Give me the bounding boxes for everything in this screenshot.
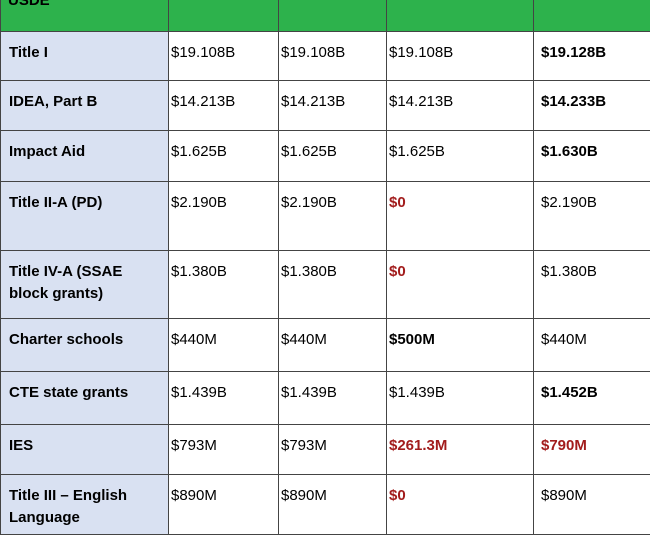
table-row: IES $793M $793M $261.3M $790M bbox=[1, 425, 650, 475]
value-cell: $500M bbox=[387, 319, 534, 372]
table-row: Impact Aid $1.625B $1.625B $1.625B $1.63… bbox=[1, 131, 650, 182]
value-cell: $14.213B bbox=[387, 81, 534, 131]
value-cell: $0 bbox=[387, 251, 534, 319]
value-cell: $19.108B bbox=[279, 32, 387, 81]
row-label: Charter schools bbox=[1, 319, 169, 372]
row-label: Impact Aid bbox=[1, 131, 169, 182]
value-cell: $0 bbox=[387, 182, 534, 251]
header-cell bbox=[169, 0, 279, 32]
value-cell: $2.190B bbox=[279, 182, 387, 251]
value-cell: $1.630B bbox=[534, 131, 650, 182]
value-cell: $2.190B bbox=[169, 182, 279, 251]
value-cell: $19.108B bbox=[169, 32, 279, 81]
value-cell: $1.380B bbox=[169, 251, 279, 319]
row-label: Title IV-A (SSAE block grants) bbox=[1, 251, 169, 319]
header-cell bbox=[387, 0, 534, 32]
value-cell: $14.213B bbox=[279, 81, 387, 131]
value-cell: $1.439B bbox=[169, 372, 279, 425]
value-cell: $1.625B bbox=[387, 131, 534, 182]
value-cell: $19.128B bbox=[534, 32, 650, 81]
value-cell: $1.452B bbox=[534, 372, 650, 425]
row-label: IDEA, Part B bbox=[1, 81, 169, 131]
value-cell: $1.380B bbox=[279, 251, 387, 319]
table-row: Charter schools $440M $440M $500M $440M bbox=[1, 319, 650, 372]
value-cell: $440M bbox=[279, 319, 387, 372]
value-cell: $793M bbox=[279, 425, 387, 475]
value-cell: $1.439B bbox=[279, 372, 387, 425]
value-cell: $440M bbox=[534, 319, 650, 372]
value-cell: $793M bbox=[169, 425, 279, 475]
value-cell: $19.108B bbox=[387, 32, 534, 81]
row-label: Title II-A (PD) bbox=[1, 182, 169, 251]
value-cell: $1.439B bbox=[387, 372, 534, 425]
value-cell: $1.625B bbox=[169, 131, 279, 182]
value-cell: $261.3M bbox=[387, 425, 534, 475]
table-row: Title IV-A (SSAE block grants) $1.380B $… bbox=[1, 251, 650, 319]
value-cell: $440M bbox=[169, 319, 279, 372]
table-row: IDEA, Part B $14.213B $14.213B $14.213B … bbox=[1, 81, 650, 131]
value-cell: $14.213B bbox=[169, 81, 279, 131]
value-cell: $2.190B bbox=[534, 182, 650, 251]
value-cell: $1.625B bbox=[279, 131, 387, 182]
header-cell bbox=[279, 0, 387, 32]
row-label: CTE state grants bbox=[1, 372, 169, 425]
table-row: CTE state grants $1.439B $1.439B $1.439B… bbox=[1, 372, 650, 425]
header-row: USDE bbox=[1, 0, 650, 32]
value-cell: $1.380B bbox=[534, 251, 650, 319]
row-label: Title I bbox=[1, 32, 169, 81]
table-row: Title I $19.108B $19.108B $19.108B $19.1… bbox=[1, 32, 650, 81]
value-cell: $14.233B bbox=[534, 81, 650, 131]
value-cell: $790M bbox=[534, 425, 650, 475]
header-label: USDE bbox=[1, 0, 169, 32]
header-cell bbox=[534, 0, 650, 32]
row-label: IES bbox=[1, 425, 169, 475]
table-row: Title II-A (PD) $2.190B $2.190B $0 $2.19… bbox=[1, 182, 650, 251]
